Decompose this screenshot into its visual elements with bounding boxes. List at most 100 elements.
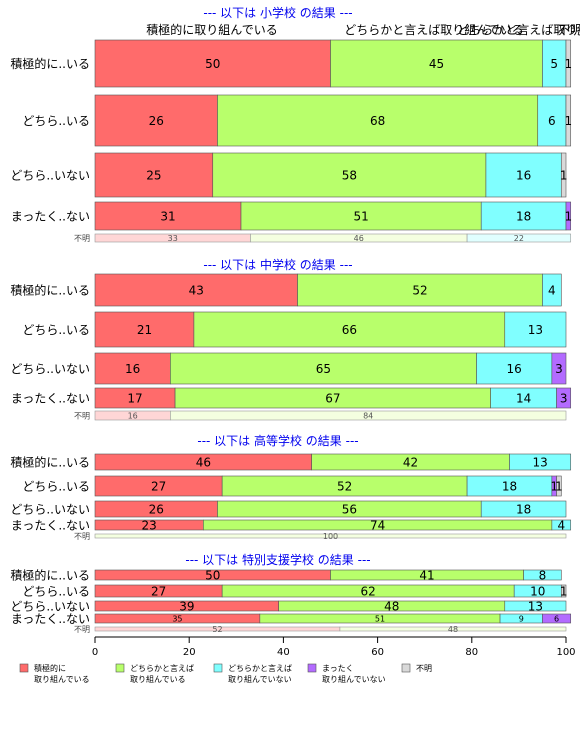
legend-swatch [307, 663, 317, 673]
category-label: 不明 [74, 411, 90, 420]
bar-segment [170, 352, 477, 385]
data-label: 6 [548, 114, 556, 128]
legend-swatch [401, 663, 411, 673]
data-label: 41 [419, 569, 434, 583]
category-label: まったく..ない [11, 612, 90, 626]
category-label: 不明 [74, 234, 90, 243]
column-header-label: 不明 [558, 23, 580, 37]
bar-segment [94, 273, 298, 307]
data-label: 1 [560, 585, 568, 599]
data-label: 1 [565, 114, 573, 128]
data-label: 1 [565, 57, 573, 71]
data-label: 17 [127, 392, 142, 406]
data-label: 16 [128, 412, 138, 421]
category-label: どちら..いる [22, 584, 90, 598]
data-label: 27 [151, 480, 166, 494]
data-label: 1 [560, 169, 568, 183]
legend-label: どちらかと言えば [130, 663, 194, 673]
data-label: 25 [146, 169, 161, 183]
data-label: 65 [316, 362, 331, 376]
legend-label: どちらかと言えば [228, 663, 292, 673]
bar-segment [504, 600, 567, 612]
bar-segment [476, 352, 553, 385]
bar-segment [480, 201, 567, 231]
data-label: 26 [149, 503, 164, 517]
bar-segment [565, 201, 572, 231]
bar-segment [466, 233, 572, 243]
data-label: 62 [361, 585, 376, 599]
category-label: どちら..いない [10, 362, 90, 376]
bar-segment [523, 569, 562, 581]
category-label: どちら..いない [10, 599, 90, 613]
panel-title: --- 以下は 小学校 の結果 --- [203, 5, 352, 20]
bar-segment [94, 152, 214, 198]
data-label: 100 [323, 532, 338, 541]
data-label: 52 [412, 284, 427, 298]
category-label: どちら..いない [10, 168, 90, 182]
data-label: 18 [516, 210, 531, 224]
column-header-label: どちらかと言えば取り組んでいる [344, 23, 523, 37]
data-label: 13 [528, 600, 543, 614]
bar-segment [240, 201, 482, 231]
data-label: 13 [532, 456, 547, 470]
bar-segment [170, 410, 567, 421]
legend-label: 取り組んでいない [322, 674, 386, 684]
bar-segment [212, 152, 487, 198]
bar-segment [551, 519, 572, 531]
data-label: 48 [384, 600, 399, 614]
bar-segment [551, 352, 567, 385]
category-label: 積極的に..いる [10, 282, 90, 297]
bar-segment [193, 311, 506, 348]
data-label: 42 [403, 456, 418, 470]
bar-segment [94, 352, 171, 385]
legend-swatch [19, 663, 29, 673]
data-label: 16 [516, 169, 531, 183]
data-label: 10 [530, 585, 545, 599]
category-label: どちら..いる [22, 114, 90, 128]
data-label: 3 [555, 362, 563, 376]
data-label: 1 [555, 480, 563, 494]
data-label: 22 [514, 234, 524, 243]
bar-segment [542, 613, 572, 624]
legend-label: 取り組んでいる [34, 674, 90, 684]
category-label: 不明 [74, 625, 90, 634]
data-label: 50 [205, 57, 220, 71]
category-label: どちら..いる [22, 323, 90, 337]
data-label: 4 [557, 519, 565, 533]
panel-title: --- 以下は 特別支援学校 の結果 --- [185, 552, 370, 567]
data-label: 3 [560, 392, 568, 406]
category-label: まったく..ない [11, 391, 90, 405]
legend-swatch [115, 663, 125, 673]
bar-segment [94, 533, 567, 539]
data-label: 35 [172, 615, 182, 624]
data-label: 84 [363, 412, 373, 421]
data-label: 66 [342, 323, 357, 337]
x-tick-label: 80 [465, 647, 478, 658]
legend-label: 取り組んでいる [130, 674, 186, 684]
data-label: 1 [565, 210, 573, 224]
data-label: 45 [429, 57, 444, 71]
data-label: 8 [539, 569, 547, 583]
x-tick-label: 0 [92, 647, 98, 658]
data-label: 6 [554, 615, 559, 624]
data-label: 39 [179, 600, 194, 614]
bar-segment [556, 475, 562, 497]
data-label: 5 [550, 57, 558, 71]
data-label: 13 [528, 323, 543, 337]
data-label: 9 [519, 615, 524, 624]
data-label: 56 [342, 503, 357, 517]
panel-title: --- 以下は 中学校 の結果 --- [203, 257, 352, 272]
x-tick-label: 20 [183, 647, 196, 658]
category-label: 積極的に..いる [10, 454, 90, 469]
data-label: 18 [516, 503, 531, 517]
data-label: 52 [212, 625, 222, 634]
category-label: 不明 [74, 532, 90, 541]
category-label: 積極的に..いる [10, 567, 90, 582]
bar-segment [339, 626, 567, 632]
data-label: 58 [342, 169, 357, 183]
x-tick-label: 100 [556, 647, 575, 658]
legend-label: まったく [322, 664, 354, 673]
column-header-label: 積極的に取り組んでいる [146, 22, 277, 37]
category-label: どちら..いる [22, 479, 90, 493]
